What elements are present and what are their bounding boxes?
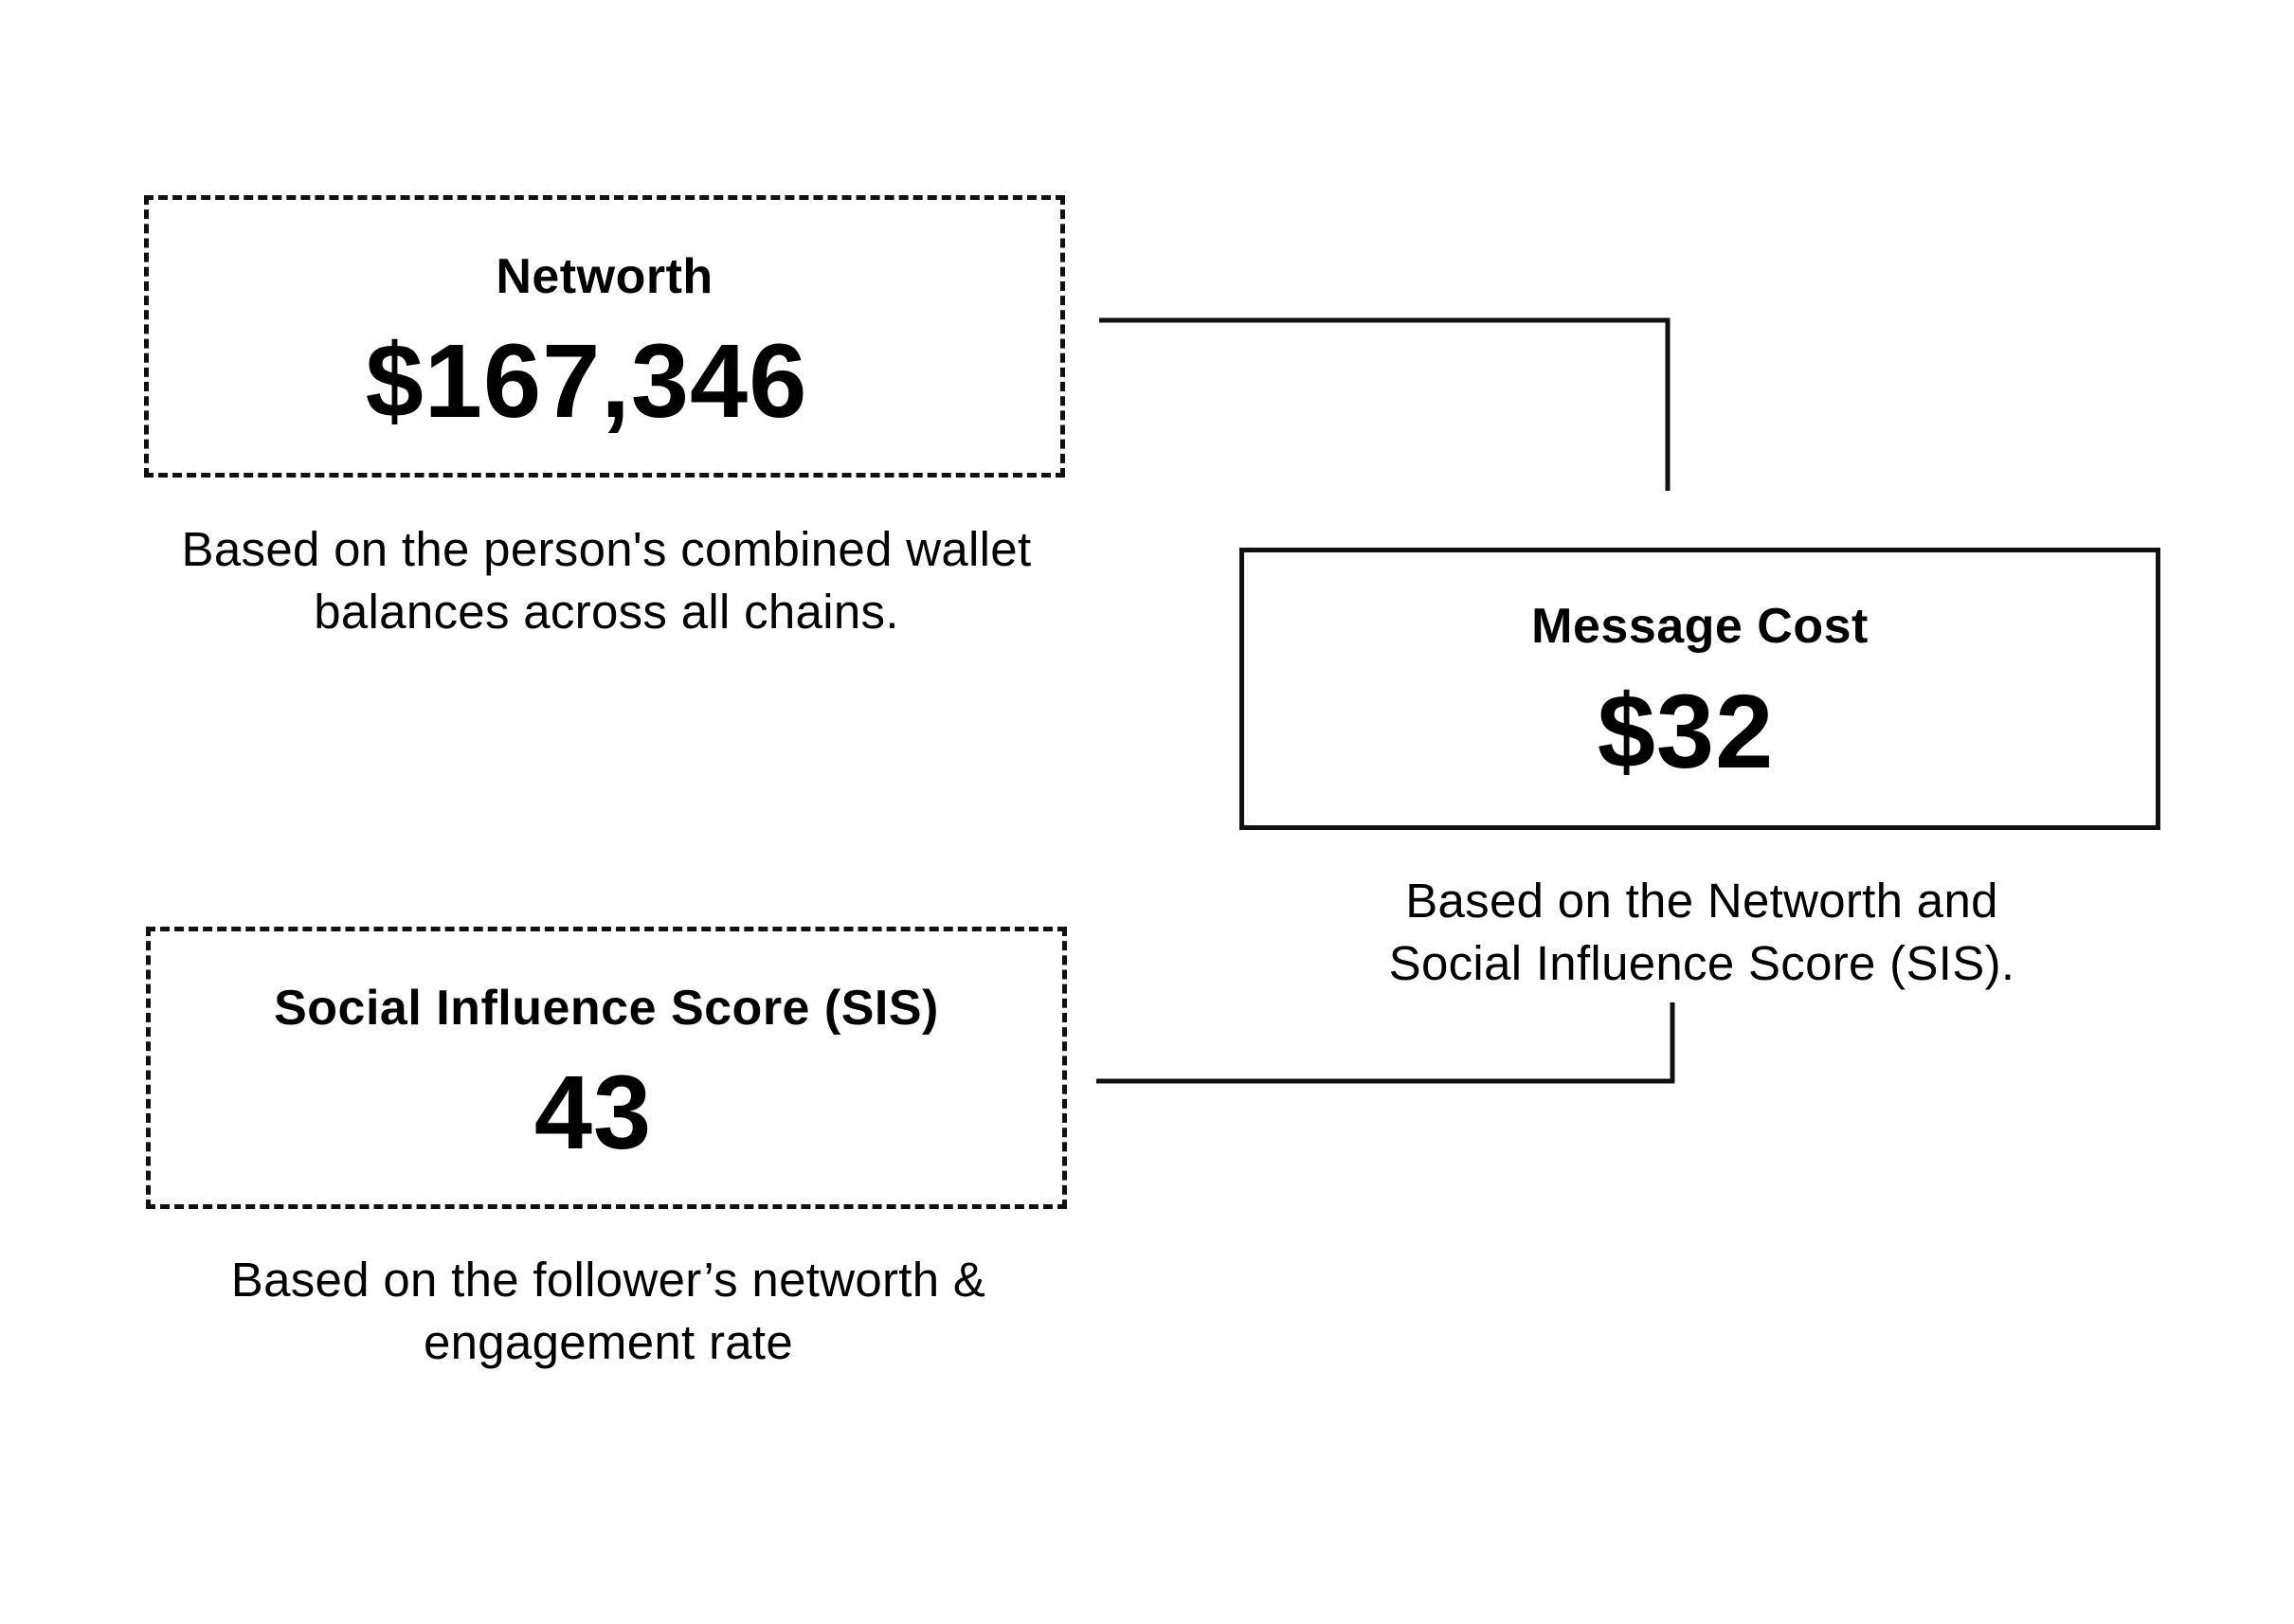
networth-card: Networth $167,346 bbox=[144, 195, 1065, 478]
networth-to-message-cost-connector bbox=[1099, 317, 1671, 491]
networth-caption-line-1: Based on the person's combined wallet bbox=[181, 522, 1032, 576]
networth-caption-line-2: balances across all chains. bbox=[314, 585, 899, 639]
sis-value: 43 bbox=[533, 1055, 653, 1171]
sis-card: Social Influence Score (SIS) 43 bbox=[146, 927, 1067, 1209]
message-cost-value: $32 bbox=[1597, 674, 1775, 790]
sis-caption: Based on the follower’s networth & engag… bbox=[116, 1249, 1101, 1374]
networth-value: $167,346 bbox=[365, 323, 808, 440]
networth-label: Networth bbox=[496, 249, 713, 304]
message-cost-caption-line-1: Based on the Networth and bbox=[1405, 874, 1998, 928]
sis-caption-line-1: Based on the follower’s networth & bbox=[230, 1253, 986, 1307]
networth-caption: Based on the person's combined wallet ba… bbox=[114, 518, 1099, 643]
message-cost-caption: Based on the Networth and Social Influen… bbox=[1209, 870, 2195, 995]
sis-label: Social Influence Score (SIS) bbox=[274, 981, 939, 1036]
sis-to-message-cost-connector bbox=[1096, 1002, 1675, 1084]
sis-caption-line-2: engagement rate bbox=[423, 1315, 794, 1369]
message-cost-card: Message Cost $32 bbox=[1239, 548, 2160, 830]
message-cost-caption-line-2: Social Influence Score (SIS). bbox=[1388, 936, 2015, 990]
message-cost-label: Message Cost bbox=[1531, 599, 1869, 654]
